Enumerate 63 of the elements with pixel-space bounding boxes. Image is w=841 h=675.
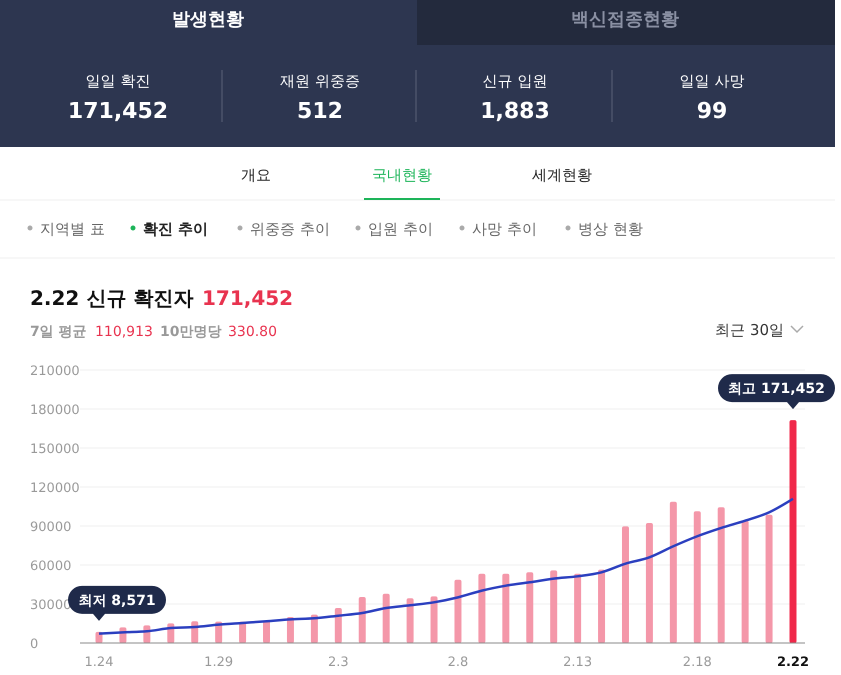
text: 확진 추이 bbox=[143, 220, 208, 238]
text: 발생현황 bbox=[172, 9, 244, 30]
bar bbox=[670, 502, 677, 643]
text: 위중증 추이 bbox=[250, 220, 330, 238]
text: 세계현황 bbox=[532, 166, 592, 184]
bar bbox=[598, 570, 606, 643]
bar bbox=[694, 511, 701, 643]
text: 일일 확진 bbox=[86, 72, 150, 90]
text: 1,883 bbox=[480, 99, 550, 124]
text: 병상 현황 bbox=[578, 220, 643, 238]
text: 신규 입원 bbox=[482, 72, 548, 90]
y-tick-label: 120000 bbox=[30, 481, 80, 496]
x-tick-label: 2.8 bbox=[448, 655, 468, 670]
chart-title: 2.22 신규 확진자 bbox=[30, 286, 194, 310]
bar bbox=[622, 526, 629, 643]
bar bbox=[718, 507, 725, 643]
bar bbox=[263, 620, 270, 643]
bar bbox=[574, 574, 582, 643]
bar bbox=[406, 598, 414, 643]
y-tick-label: 90000 bbox=[30, 520, 72, 535]
bar bbox=[478, 574, 486, 643]
bar bbox=[742, 520, 749, 643]
bar bbox=[550, 570, 558, 643]
x-tick-label: 1.29 bbox=[204, 655, 234, 670]
x-tick-label: 2.22 bbox=[776, 655, 810, 670]
bar bbox=[382, 594, 390, 643]
text: 국내현황 bbox=[372, 166, 432, 184]
x-tick-label: 1.24 bbox=[84, 655, 114, 670]
bar bbox=[766, 514, 773, 643]
text: 7일 평균 bbox=[30, 324, 87, 340]
text: 10만명당 bbox=[160, 324, 222, 340]
text: 99 bbox=[696, 99, 728, 124]
bar bbox=[430, 596, 438, 643]
annotation: 최저 8,571 bbox=[78, 592, 156, 609]
y-tick-label: 210000 bbox=[30, 364, 80, 379]
x-tick-label: 2.3 bbox=[328, 655, 349, 670]
text: 지역별 표 bbox=[40, 220, 105, 238]
bar bbox=[334, 608, 342, 643]
text: 110,913 bbox=[95, 324, 153, 340]
annotation: 최고 171,452 bbox=[728, 381, 825, 398]
text: 일일 사망 bbox=[680, 72, 744, 90]
x-tick-label: 2.13 bbox=[563, 655, 592, 670]
text: 입원 추이 bbox=[368, 220, 433, 238]
text: 사망 추이 bbox=[472, 220, 537, 238]
text: 개요 bbox=[241, 166, 271, 184]
text: 백신접종현황 bbox=[571, 9, 679, 30]
y-tick-label: 0 bbox=[30, 637, 38, 652]
bar bbox=[358, 596, 366, 643]
y-tick-label: 60000 bbox=[30, 559, 72, 574]
x-tick-label: 2.18 bbox=[682, 655, 712, 670]
text: 330.80 bbox=[228, 324, 277, 340]
text: 171,452 bbox=[202, 286, 294, 310]
text: 512 bbox=[297, 99, 343, 124]
y-tick-label: 180000 bbox=[30, 403, 80, 418]
bar bbox=[502, 574, 510, 643]
text: 재원 위중증 bbox=[280, 72, 360, 90]
bar bbox=[454, 580, 462, 643]
text: 최근 30일 bbox=[715, 321, 784, 339]
text: 171,452 bbox=[68, 99, 168, 124]
bar bbox=[526, 572, 534, 643]
y-tick-label: 150000 bbox=[30, 442, 80, 457]
bar bbox=[790, 420, 796, 643]
bar bbox=[646, 523, 653, 643]
